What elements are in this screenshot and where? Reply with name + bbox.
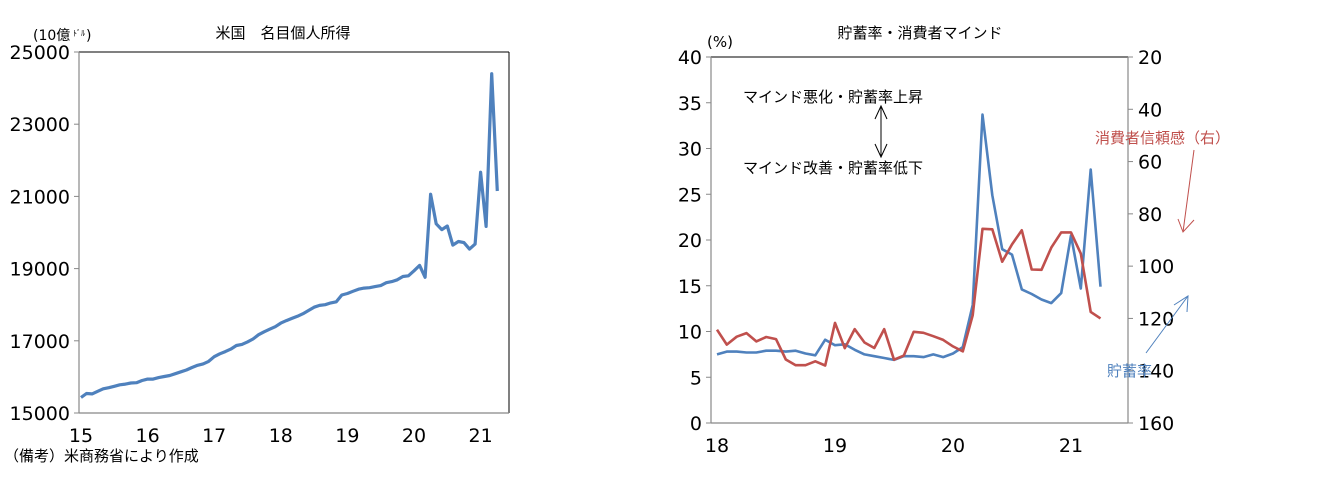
right-chart: 貯蓄率・消費者マインド (%) 40 35 30 25 20 15 10 5 0 20 40 60 8…	[678, 24, 1230, 457]
x-tick-label: 20	[402, 425, 426, 447]
left-y-unit-label: (10億 ﾄﾞﾙ )	[33, 28, 91, 44]
confidence-arrow-icon	[1177, 149, 1195, 233]
annotation-worsening: マインド悪化・貯蓄率上昇	[743, 88, 923, 106]
x-tick-label: 21	[1059, 435, 1083, 457]
y2-tick-label: 100	[1138, 256, 1174, 278]
consumer-confidence-line	[715, 227, 1102, 367]
x-tick-label: 18	[705, 435, 729, 457]
y2-tick-label: 160	[1138, 413, 1174, 435]
y-tick-label: 0	[690, 413, 702, 435]
right-y2-ticks: 20 40 60 80 100 120 140 160	[1128, 47, 1174, 435]
y-tick-label: 40	[678, 47, 702, 69]
y-tick-label: 25	[678, 184, 702, 206]
x-tick-label: 17	[202, 425, 226, 447]
left-chart-title: 米国 名目個人所得	[215, 24, 350, 42]
y-tick-label: 15	[678, 276, 702, 298]
y-tick-label: 25000	[10, 42, 70, 64]
left-x-ticks: 15 16 17 18 19 20 21	[69, 425, 493, 447]
saving-arrow-icon	[1145, 295, 1189, 354]
y-tick-label: 30	[678, 139, 702, 161]
svg-text:ﾄﾞﾙ: ﾄﾞﾙ	[73, 29, 85, 38]
y-tick-label: 15000	[10, 403, 70, 425]
saving-rate-label: 貯蓄率	[1107, 362, 1152, 380]
left-chart: 米国 名目個人所得 (10億 ﾄﾞﾙ ) 25000 23000 21000 1900…	[4, 24, 510, 465]
annotation-improving: マインド改善・貯蓄率低下	[743, 159, 923, 177]
x-tick-label: 16	[136, 425, 160, 447]
saving-rate-line	[716, 113, 1102, 362]
right-y-ticks: 40 35 30 25 20 15 10 5 0	[678, 47, 711, 435]
source-note: （備考）米商務省により作成	[4, 447, 199, 465]
y2-tick-label: 20	[1138, 47, 1162, 69]
y2-tick-label: 80	[1138, 204, 1162, 226]
y-tick-label: 20	[678, 230, 702, 252]
y2-tick-label: 60	[1138, 152, 1162, 174]
right-chart-title: 貯蓄率・消費者マインド	[837, 24, 1002, 42]
right-x-ticks: 18 19 20 21	[705, 435, 1083, 457]
y2-tick-label: 40	[1138, 99, 1162, 121]
double-arrow-icon	[874, 104, 888, 159]
right-y-unit-label: (%)	[707, 33, 733, 51]
x-tick-label: 18	[269, 425, 293, 447]
y2-tick-label: 120	[1138, 308, 1174, 330]
y-tick-label: 23000	[10, 114, 70, 136]
y2-tick-label: 140	[1138, 361, 1174, 383]
svg-text:(10億: (10億	[33, 28, 70, 44]
x-tick-label: 19	[823, 435, 847, 457]
y-tick-label: 17000	[10, 331, 70, 353]
y-tick-label: 19000	[10, 259, 70, 281]
consumer-confidence-label: 消費者信頼感（右）	[1095, 129, 1230, 147]
personal-income-line	[80, 72, 499, 399]
x-tick-label: 20	[941, 435, 965, 457]
x-tick-label: 15	[69, 425, 93, 447]
svg-text:): )	[86, 28, 91, 44]
y-tick-label: 21000	[10, 186, 70, 208]
x-tick-label: 19	[335, 425, 359, 447]
x-tick-label: 21	[469, 425, 493, 447]
y-tick-label: 5	[690, 367, 702, 389]
y-tick-label: 35	[678, 93, 702, 115]
y-tick-label: 10	[678, 322, 702, 344]
left-y-ticks: 25000 23000 21000 19000 17000 15000	[10, 42, 79, 425]
